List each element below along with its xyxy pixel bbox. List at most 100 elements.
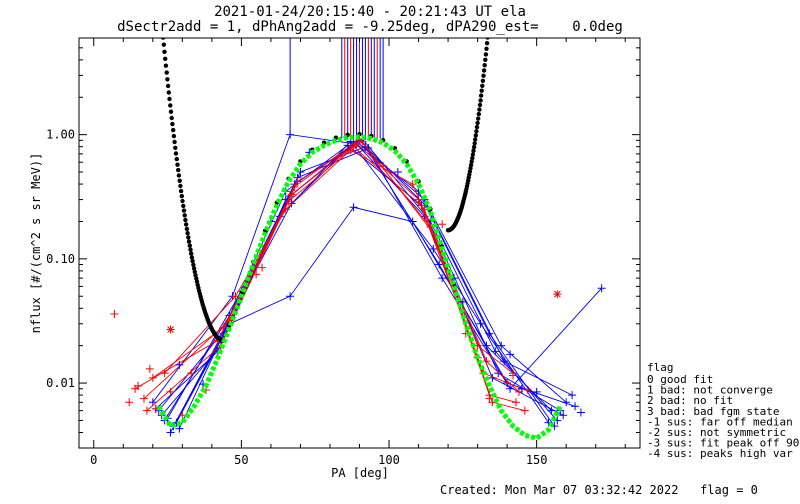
black-dot	[188, 247, 193, 252]
scatter-point	[110, 309, 119, 318]
black-dot	[171, 127, 176, 133]
black-dot	[467, 169, 473, 174]
black-dot	[176, 167, 181, 173]
black-dot	[157, 0, 161, 3]
black-dot	[191, 262, 196, 267]
series-point	[520, 406, 529, 415]
series-point	[286, 292, 295, 301]
series-point	[414, 195, 423, 204]
black-dot	[193, 273, 198, 278]
black-dot	[479, 88, 484, 93]
black-dot	[477, 107, 482, 112]
black-dot	[173, 151, 179, 156]
series-line	[167, 146, 576, 419]
x-tick-label: 50	[234, 453, 248, 467]
scatter-point	[166, 387, 175, 396]
black-dot	[183, 217, 188, 223]
scatter-point	[458, 297, 467, 306]
series-line	[158, 138, 558, 421]
black-dot	[166, 90, 171, 95]
scatter-point	[438, 220, 447, 229]
black-dot	[475, 120, 480, 126]
series-point	[597, 284, 606, 293]
star-point	[166, 325, 175, 334]
series-point	[476, 319, 485, 328]
black-dot	[468, 166, 473, 171]
black-dot	[184, 226, 190, 232]
black-dot	[178, 188, 184, 194]
black-dot	[484, 41, 490, 46]
black-dot	[180, 198, 185, 204]
black-dot	[472, 141, 477, 146]
black-dot	[471, 144, 477, 150]
scatter-point	[379, 161, 388, 170]
black-dot	[176, 173, 182, 178]
series-point	[511, 398, 520, 407]
black-dot	[163, 56, 168, 61]
series-point	[571, 402, 580, 411]
series-point	[429, 245, 438, 254]
black-dot	[181, 208, 187, 213]
green-fit-curve	[156, 134, 563, 441]
black-dot	[165, 77, 170, 82]
scatter-point	[523, 385, 532, 394]
black-dot	[484, 46, 489, 51]
series-line	[161, 139, 573, 416]
series-point	[160, 369, 169, 378]
scatter-point	[485, 394, 494, 403]
footer-text: Created: Mon Mar 07 03:32:42 2022 flag =…	[440, 483, 758, 497]
black-dot	[474, 124, 480, 130]
black-dot	[169, 115, 174, 121]
series-point	[139, 394, 148, 403]
black-dot	[163, 63, 169, 68]
series-point	[293, 177, 302, 186]
scatter-point	[517, 384, 526, 393]
scatter-point	[393, 168, 402, 177]
black-dot	[179, 193, 184, 199]
series-point	[349, 203, 358, 212]
series-point	[231, 292, 240, 301]
scatter-point	[125, 398, 134, 407]
series-point	[497, 341, 506, 350]
series-point	[568, 391, 577, 400]
black-dot	[192, 269, 197, 274]
black-dot	[189, 251, 194, 256]
legend-entry: -4 sus: peaks high var	[647, 447, 793, 460]
x-tick-label: 0	[90, 453, 97, 467]
y-tick-label: 1.00	[46, 128, 75, 142]
x-tick-label: 150	[526, 453, 548, 467]
series-point	[438, 274, 447, 283]
black-dot	[478, 93, 484, 98]
black-dot	[170, 121, 175, 127]
series-point	[219, 323, 228, 332]
scatter-point	[258, 263, 267, 272]
black-dot	[165, 83, 171, 89]
black-dot	[189, 255, 195, 260]
black-dot	[481, 68, 487, 73]
black-dot	[473, 133, 478, 138]
black-dot	[476, 111, 481, 117]
black-dot	[167, 96, 172, 102]
star-point	[553, 290, 562, 299]
plot-clip-group	[110, 0, 606, 441]
black-dot	[168, 103, 173, 108]
legend-entry: 2 bad: no fit	[647, 394, 733, 407]
black-dot	[164, 70, 169, 75]
black-dot	[172, 139, 177, 145]
black-dot	[186, 235, 191, 240]
scatter-point	[532, 387, 541, 396]
black-dot	[158, 6, 162, 10]
scatter-point	[187, 369, 196, 378]
black-dot	[181, 203, 186, 209]
black-dot	[480, 83, 485, 89]
black-dot	[468, 162, 474, 168]
legend-entry: 0 good fit	[647, 373, 713, 386]
black-dot	[186, 239, 192, 244]
series-point	[547, 406, 556, 415]
scatter-point	[506, 350, 515, 359]
black-dot	[182, 213, 187, 218]
y-tick-label: 0.01	[46, 376, 75, 390]
black-dot	[185, 231, 190, 236]
scatter-point	[134, 381, 143, 390]
